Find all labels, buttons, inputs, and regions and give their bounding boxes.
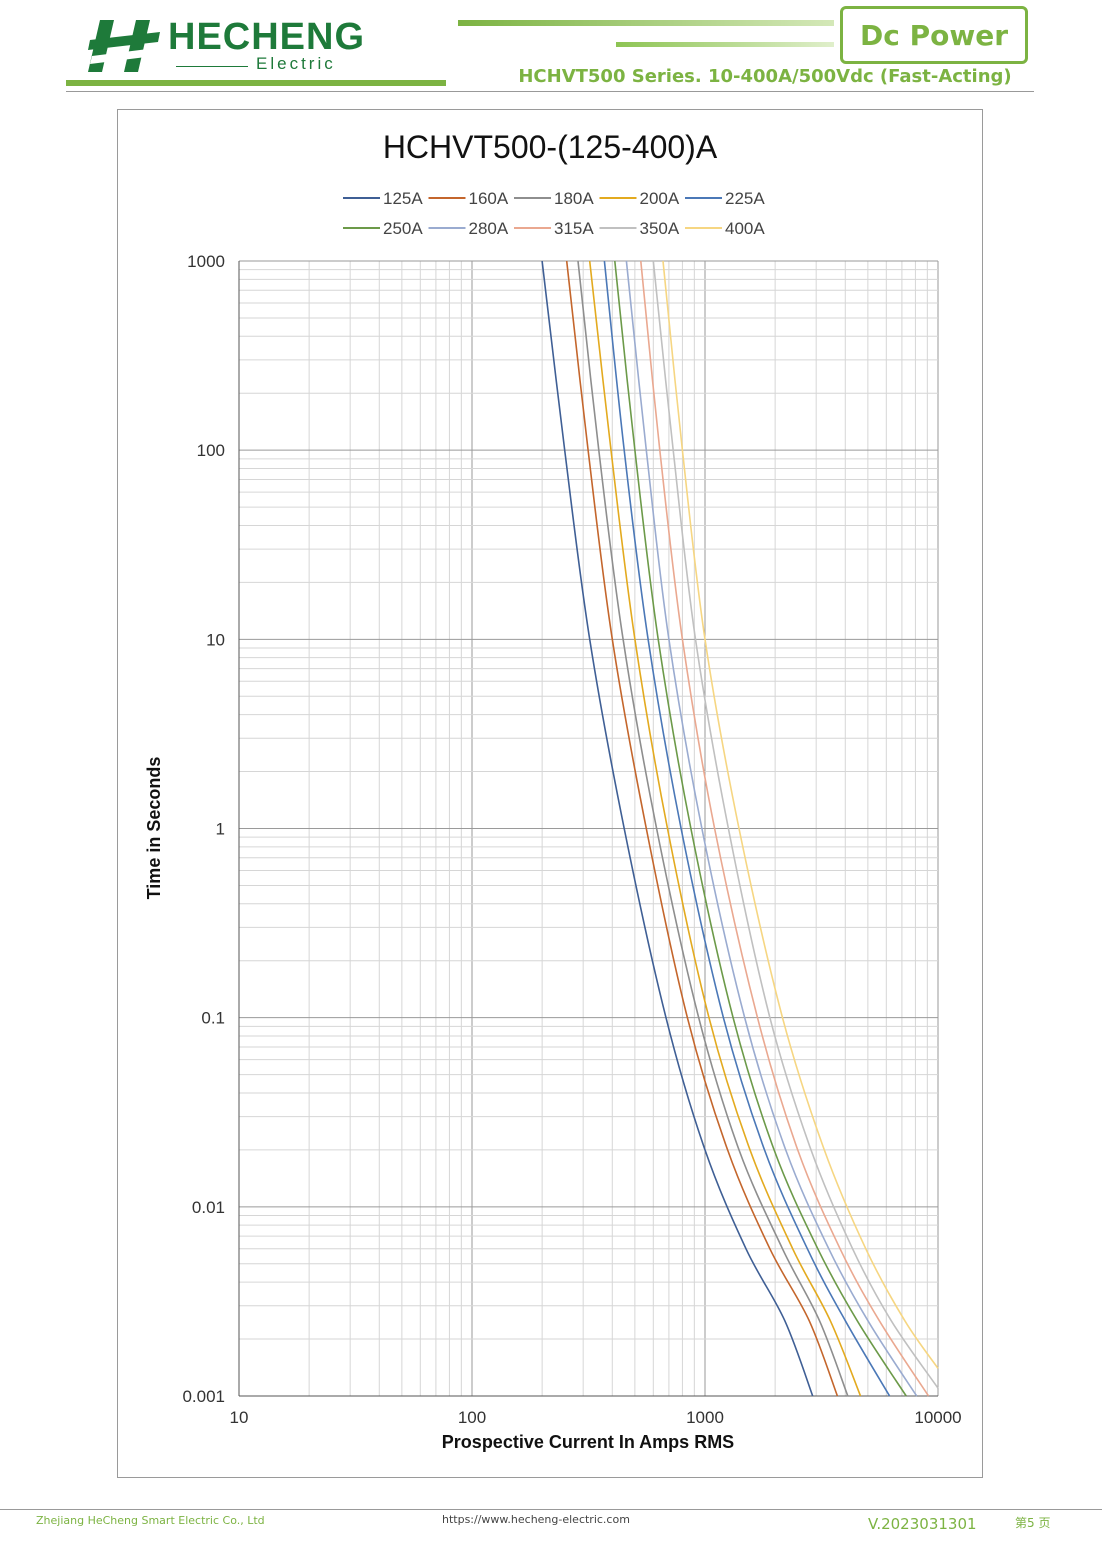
hecheng-logo-icon xyxy=(88,20,160,72)
y-tick-label: 100 xyxy=(197,441,225,460)
y-tick-label: 1 xyxy=(216,820,225,839)
brand-rule xyxy=(176,66,248,67)
dc-power-badge: Dc Power xyxy=(840,6,1028,64)
chart-legend: 125A 160A 180A 200A 225A 250A 280A 315A 350A 400A xyxy=(343,189,765,238)
brand-subtitle: Electric xyxy=(256,54,336,73)
x-tick-label: 1000 xyxy=(686,1408,724,1427)
y-tick-label: 0.01 xyxy=(192,1198,225,1217)
legend-label-200A: 200A xyxy=(640,189,680,208)
series-line-180A xyxy=(577,260,849,1397)
series-line-280A xyxy=(625,260,918,1397)
y-tick-label: 0.001 xyxy=(182,1387,225,1406)
axis-ticks: 10 100 1000 10000 1000 100 10 1 0.1 0.01 0.001 xyxy=(182,252,961,1427)
header-accent-bar-top xyxy=(458,20,834,26)
legend-label-225A: 225A xyxy=(725,189,765,208)
header-divider xyxy=(66,91,1034,92)
brand-name: HECHENG xyxy=(168,16,366,58)
legend-label-280A: 280A xyxy=(469,219,509,238)
footer-page-number: 第5 页 xyxy=(1015,1516,1051,1530)
footer-url[interactable]: https://www.hecheng-electric.com xyxy=(442,1513,630,1526)
series-line-315A xyxy=(640,260,930,1397)
series-line-225A xyxy=(603,260,891,1397)
legend-label-250A: 250A xyxy=(383,219,423,238)
time-current-chart: HCHVT500-(125-400)A 125A 160A 180A 200A 225A… xyxy=(144,129,962,1452)
series-line-400A xyxy=(662,260,939,1369)
legend-label-180A: 180A xyxy=(554,189,594,208)
series-line-125A xyxy=(541,260,814,1397)
y-tick-label: 10 xyxy=(206,630,225,649)
company-logo: HECHENG Electric xyxy=(86,14,386,76)
series-title: HCHVT500 Series. 10-400A/500Vdc (Fast-Ac… xyxy=(518,66,1012,87)
legend-label-315A: 315A xyxy=(554,219,594,238)
x-tick-label: 10 xyxy=(230,1408,249,1427)
series-line-250A xyxy=(614,260,907,1397)
chart-title: HCHVT500-(125-400)A xyxy=(383,129,718,165)
y-tick-label: 0.1 xyxy=(201,1009,225,1028)
series-line-350A xyxy=(652,260,939,1389)
series-line-200A xyxy=(588,260,862,1397)
legend-label-125A: 125A xyxy=(383,189,423,208)
legend-label-400A: 400A xyxy=(725,219,765,238)
chart-series xyxy=(541,260,939,1397)
legend-label-160A: 160A xyxy=(469,189,509,208)
series-line-160A xyxy=(565,260,839,1397)
x-tick-label: 100 xyxy=(458,1408,486,1427)
footer-company: Zhejiang HeCheng Smart Electric Co., Ltd xyxy=(36,1514,265,1527)
header-accent-bar xyxy=(66,80,446,86)
x-axis-label: Prospective Current In Amps RMS xyxy=(442,1432,734,1452)
x-tick-label: 10000 xyxy=(914,1408,961,1427)
y-axis-label: Time in Seconds xyxy=(144,757,164,900)
y-tick-label: 1000 xyxy=(187,252,225,271)
legend-label-350A: 350A xyxy=(640,219,680,238)
footer-divider xyxy=(0,1509,1102,1510)
header-accent-bar-mid xyxy=(616,42,834,47)
footer-version: V.2023031301 xyxy=(868,1515,977,1533)
chart-frame: HCHVT500-(125-400)A 125A 160A 180A 200A 225A… xyxy=(117,109,983,1478)
chart-grid xyxy=(238,260,939,1397)
